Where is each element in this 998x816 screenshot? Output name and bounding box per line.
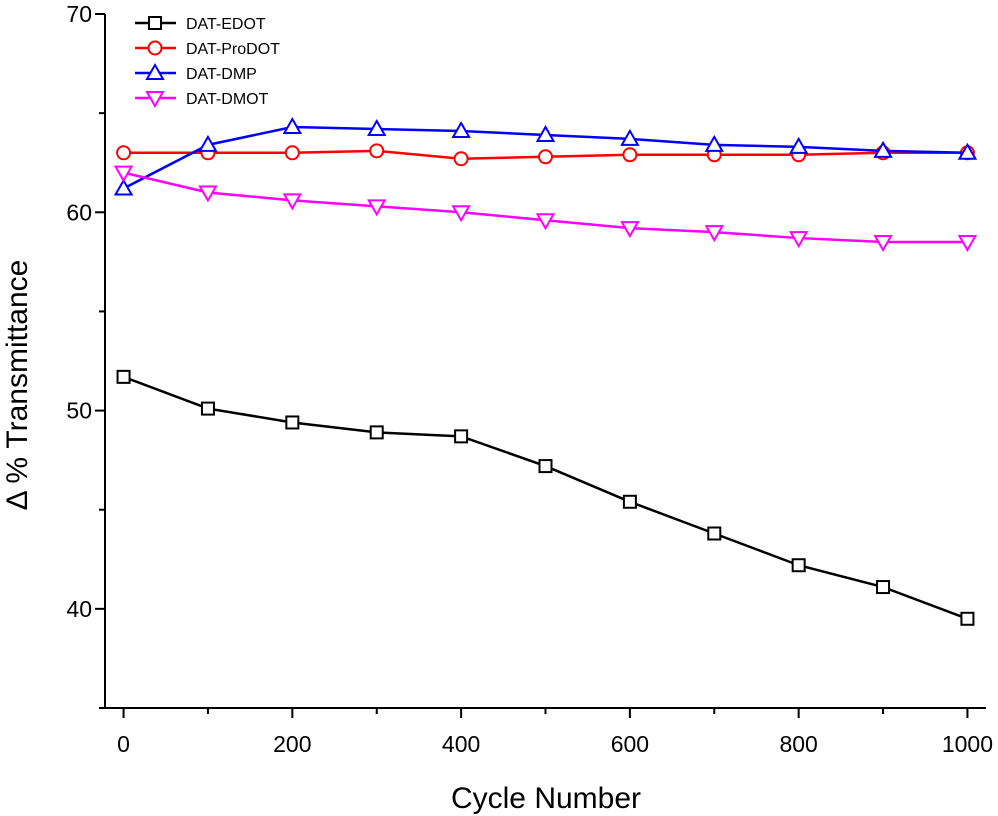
data-point-dat-dmot <box>451 205 471 223</box>
data-point-dat-dmp <box>620 128 640 146</box>
legend-item-dat-dmot: DAT-DMOT <box>135 91 269 109</box>
x-tick-label: 600 <box>611 731 649 757</box>
series-line-dat-dmot <box>123 171 968 244</box>
series-dat-edot <box>116 369 975 626</box>
data-point-dat-dmp <box>113 178 134 196</box>
data-point-dat-dmp <box>957 142 978 160</box>
data-point-dat-dmp <box>282 117 303 135</box>
data-point-dat-dmp <box>367 118 387 137</box>
y-axis-title: Δ % Transmittance <box>1 260 34 511</box>
legend-item-dat-dmp: DAT-DMP <box>135 62 257 83</box>
data-point-dat-dmot <box>198 185 218 203</box>
data-point-dat-edot <box>538 459 553 474</box>
data-point-dat-edot <box>285 415 300 430</box>
data-point-dat-prodot <box>116 145 132 161</box>
series-dat-prodot <box>116 143 975 167</box>
legend-marker-dat-dmot <box>145 91 165 109</box>
legend-item-dat-edot: DAT-EDOT <box>135 16 266 33</box>
data-point-dat-dmot <box>282 193 303 211</box>
data-point-dat-dmot <box>873 235 893 253</box>
data-point-dat-prodot <box>369 143 385 159</box>
data-point-dat-dmp <box>788 136 809 154</box>
data-point-dat-dmot <box>367 199 387 217</box>
x-tick-label: 200 <box>273 731 311 757</box>
legend-label-dat-prodot: DAT-ProDOT <box>186 41 280 58</box>
x-axis-title: Cycle Number <box>451 782 641 815</box>
series-layer <box>113 117 978 626</box>
data-point-dat-prodot <box>453 151 469 167</box>
data-point-dat-dmot <box>788 231 809 249</box>
data-point-dat-prodot <box>284 145 300 161</box>
data-point-dat-edot <box>960 611 975 626</box>
data-point-dat-dmot <box>957 235 978 253</box>
axes: 40 50 60 70 0 200 400 600 800 1000 <box>66 1 993 757</box>
data-point-dat-dmp <box>704 134 724 152</box>
legend-label-dat-edot: DAT-EDOT <box>186 16 266 33</box>
y-tick-label: 50 <box>66 398 92 424</box>
legend-marker-dat-prodot <box>147 40 163 56</box>
data-point-dat-edot <box>707 526 722 541</box>
data-point-dat-prodot <box>538 149 553 165</box>
data-point-dat-dmp <box>873 140 893 158</box>
series-dat-dmot <box>113 165 978 253</box>
data-point-dat-dmot <box>704 225 724 243</box>
series-line-dat-edot <box>123 375 968 620</box>
data-point-dat-edot <box>876 580 891 595</box>
data-point-dat-dmp <box>535 124 556 142</box>
data-point-dat-dmp <box>198 134 218 152</box>
data-point-dat-dmot <box>620 221 640 239</box>
legend: DAT-EDOT DAT-ProDOT DAT-DMP DAT-DMOT <box>135 16 280 109</box>
data-point-dat-dmot <box>535 213 556 231</box>
y-tick-label: 70 <box>66 1 92 27</box>
x-tick-label: 800 <box>779 731 817 757</box>
data-point-dat-dmot <box>113 165 134 183</box>
data-point-dat-edot <box>200 401 215 416</box>
data-point-dat-prodot <box>622 147 638 163</box>
data-point-dat-dmp <box>451 120 471 138</box>
data-point-dat-edot <box>622 494 637 509</box>
data-point-dat-edot <box>369 425 384 440</box>
x-tick-label: 0 <box>117 731 130 757</box>
y-tick-label: 40 <box>66 596 92 622</box>
legend-marker-dat-dmp <box>145 62 165 80</box>
legend-label-dat-dmot: DAT-DMOT <box>186 91 269 108</box>
legend-marker-dat-edot <box>148 16 162 30</box>
data-point-dat-edot <box>116 369 131 384</box>
legend-item-dat-prodot: DAT-ProDOT <box>135 40 280 58</box>
data-point-dat-edot <box>454 429 469 444</box>
data-point-dat-edot <box>791 558 806 573</box>
y-tick-label: 60 <box>66 199 92 225</box>
legend-label-dat-dmp: DAT-DMP <box>186 66 257 83</box>
x-tick-label: 1000 <box>942 731 993 757</box>
x-tick-label: 400 <box>442 731 480 757</box>
series-dat-dmp <box>113 117 978 196</box>
